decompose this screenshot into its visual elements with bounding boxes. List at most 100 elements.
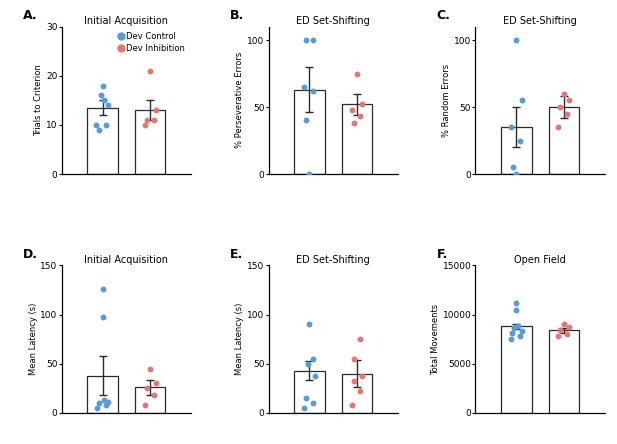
Text: A.: A. (23, 9, 38, 22)
Point (101, 401, 111, 408)
Point (308, 400, 318, 407)
Point (515, 333, 525, 340)
Bar (135, 387, 165, 413)
Y-axis label: Mean Latency (s): Mean Latency (s) (235, 303, 244, 375)
Point (357, 101, 367, 108)
Point (308, 36, 318, 44)
Point (145, 67, 155, 75)
Point (299, 83, 309, 91)
Point (140, 401, 150, 408)
Point (94, 126, 104, 133)
Y-axis label: Mean Latency (s): Mean Latency (s) (28, 303, 38, 375)
Point (555, 327, 565, 334)
Title: Initial Acquisition: Initial Acquisition (85, 16, 168, 26)
Point (513, 323, 523, 330)
Point (103, 399, 113, 406)
Point (301, 395, 311, 402)
Bar (342, 373, 372, 413)
Point (349, 119, 358, 127)
Point (310, 372, 320, 379)
Y-axis label: Trials to Criterion: Trials to Criterion (35, 64, 43, 136)
Point (151, 107, 160, 114)
Point (145, 365, 155, 372)
Point (304, 170, 314, 178)
Point (149, 116, 159, 123)
Y-axis label: % Perseverative Errors: % Perseverative Errors (235, 52, 244, 148)
Text: B.: B. (230, 9, 244, 22)
Bar (549, 107, 579, 174)
Bar (294, 90, 325, 174)
Point (506, 123, 516, 131)
Point (151, 380, 160, 387)
Text: C.: C. (437, 9, 450, 22)
Point (142, 385, 152, 392)
Point (349, 378, 358, 385)
Point (516, 97, 526, 104)
Point (347, 106, 357, 113)
Bar (501, 326, 531, 413)
Point (349, 355, 358, 362)
Point (357, 372, 367, 379)
Point (103, 102, 113, 109)
Text: F.: F. (437, 248, 448, 261)
Y-axis label: Total Movements: Total Movements (431, 304, 440, 375)
Point (301, 117, 311, 124)
Bar (501, 127, 531, 174)
Y-axis label: % Random Errors: % Random Errors (442, 64, 451, 137)
Point (352, 70, 362, 77)
Point (97, 313, 107, 320)
Point (562, 110, 572, 117)
Text: E.: E. (230, 248, 243, 261)
Point (99, 396, 109, 404)
Point (511, 299, 521, 306)
Point (511, 170, 521, 178)
Point (355, 336, 365, 343)
Point (511, 36, 521, 44)
Point (562, 331, 572, 338)
Title: Open Field: Open Field (514, 255, 566, 265)
Point (565, 324, 574, 331)
Point (308, 87, 318, 95)
Point (303, 360, 313, 367)
Point (97, 82, 107, 89)
Point (515, 137, 524, 144)
Point (140, 121, 150, 128)
Point (511, 306, 521, 313)
Bar (342, 104, 372, 174)
Title: ED Set-Shifting: ED Set-Shifting (296, 16, 370, 26)
Point (301, 36, 311, 44)
Bar (294, 371, 325, 413)
Point (553, 123, 563, 131)
Point (304, 321, 314, 328)
Point (508, 164, 518, 171)
Title: Initial Acquisition: Initial Acquisition (85, 255, 168, 265)
Bar (549, 330, 579, 413)
Point (507, 330, 517, 337)
Point (509, 325, 519, 332)
Title: ED Set-Shifting: ED Set-Shifting (503, 16, 577, 26)
Point (99, 97, 109, 104)
Point (516, 328, 526, 335)
Point (92, 404, 102, 412)
Bar (87, 376, 118, 413)
Point (559, 321, 569, 328)
Point (101, 121, 111, 128)
Point (149, 392, 159, 399)
Point (553, 333, 563, 340)
Point (355, 388, 365, 395)
Point (142, 116, 152, 123)
Title: ED Set-Shifting: ED Set-Shifting (296, 255, 370, 265)
Bar (135, 110, 165, 174)
Point (91, 121, 101, 128)
Point (96, 92, 106, 99)
Point (559, 90, 569, 97)
Text: D.: D. (23, 248, 38, 261)
Point (565, 97, 574, 104)
Legend: Dev Control, Dev Inhibition: Dev Control, Dev Inhibition (117, 31, 187, 55)
Point (506, 336, 516, 343)
Point (347, 401, 357, 408)
Point (97, 285, 107, 293)
Point (299, 404, 309, 412)
Bar (87, 108, 118, 174)
Point (308, 355, 318, 362)
